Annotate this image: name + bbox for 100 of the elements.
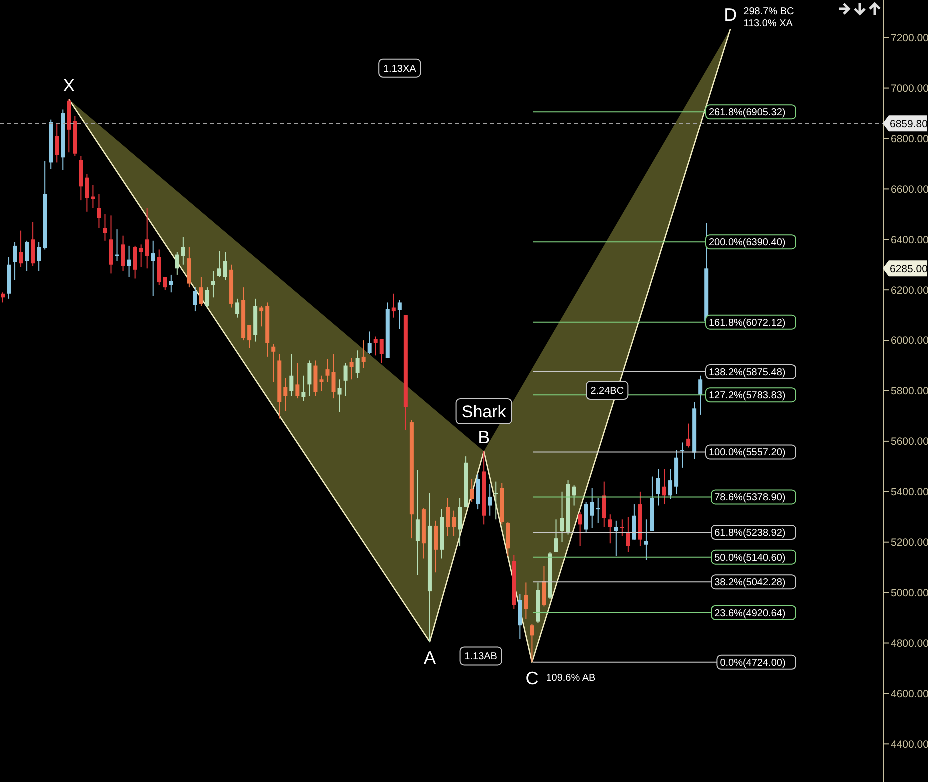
candlestick — [55, 123, 60, 164]
candlestick — [356, 350, 360, 379]
candlestick — [248, 324, 252, 349]
candlestick — [85, 174, 90, 212]
candlestick — [560, 491, 564, 543]
candlestick — [470, 478, 474, 502]
candlestick — [205, 287, 210, 308]
candlestick — [368, 331, 372, 355]
candlestick — [392, 293, 396, 318]
candlestick — [1, 292, 6, 304]
annotation: 1.13AB — [464, 652, 498, 663]
candlestick — [290, 354, 294, 397]
text: 6285.00 — [890, 263, 928, 276]
candlestick — [19, 230, 24, 268]
data-label: C — [526, 668, 539, 688]
candlestick — [686, 423, 691, 448]
candlestick — [494, 481, 498, 520]
candlestick — [217, 250, 222, 278]
candlestick — [145, 208, 150, 270]
candlestick — [326, 358, 330, 383]
candlestick — [398, 300, 402, 330]
annotation: 109.6% AB — [546, 672, 596, 684]
candlestick — [302, 375, 306, 402]
candlestick — [374, 336, 378, 356]
candlestick — [350, 358, 354, 380]
candlestick — [644, 519, 648, 561]
candlestick — [632, 504, 636, 540]
candlestick — [416, 470, 420, 576]
candlestick — [380, 338, 384, 364]
candlestick — [31, 221, 36, 267]
annotation: 1.13XA — [384, 64, 417, 75]
candlestick — [211, 270, 216, 298]
candlestick — [620, 519, 624, 537]
candlestick — [608, 514, 612, 544]
candlestick — [344, 362, 348, 397]
candlestick — [193, 287, 198, 312]
ref-line-label: 78.6%(5378.90) — [714, 492, 786, 504]
candlestick — [224, 252, 228, 281]
ref-line-label: 6859.80 — [890, 118, 928, 130]
candlestick — [320, 375, 324, 392]
candlestick — [260, 306, 264, 328]
data-label: A — [424, 648, 436, 668]
candlestick — [656, 468, 660, 506]
candlestick — [163, 276, 168, 291]
data-label: B — [478, 428, 490, 448]
candlestick — [37, 242, 42, 272]
candlestick — [626, 516, 630, 553]
candlestick — [175, 252, 180, 276]
ref-line-label: 100.0%(5557.20) — [709, 448, 786, 459]
ref-line-label: 161.8%(6072.12) — [709, 318, 786, 329]
candlestick — [151, 240, 156, 297]
candlestick — [97, 194, 102, 229]
candlestick — [91, 184, 96, 209]
candlestick — [572, 485, 576, 506]
ref-line-label: 23.6%(4920.64) — [714, 608, 786, 620]
candlestick — [332, 354, 336, 400]
ref-line-label: 38.2%(5042.28) — [714, 578, 786, 589]
candlestick — [488, 484, 492, 516]
candlestick — [662, 468, 667, 506]
candlestick — [296, 362, 300, 400]
candlestick — [338, 379, 342, 413]
candlestick — [542, 566, 546, 608]
annotation: 2.24BC — [590, 386, 624, 398]
candlestick — [308, 360, 312, 397]
candlestick — [668, 468, 673, 500]
ref-line-label: 200.0%(6390.40) — [709, 238, 786, 249]
candlestick — [434, 520, 438, 574]
candlestick — [181, 236, 186, 266]
candlestick — [452, 510, 456, 537]
data-label: D — [724, 5, 738, 26]
candlestick — [236, 298, 240, 318]
candlestick — [121, 235, 126, 272]
annotation: 298.7% BC — [744, 6, 794, 18]
ref-line-label: 127.2%(5783.83) — [709, 390, 786, 402]
candlestick — [169, 274, 174, 294]
candlestick — [139, 244, 144, 268]
ref-line-label: 61.8%(5238.92) — [714, 528, 786, 540]
candlestick — [602, 481, 606, 528]
candlestick — [25, 240, 30, 272]
candlestick — [199, 276, 204, 307]
candlestick — [614, 520, 618, 557]
candlestick — [578, 512, 582, 547]
candlestick — [446, 498, 450, 537]
ref-line-label: 261.8%(6905.32) — [709, 108, 786, 119]
candlestick — [284, 378, 288, 412]
candlestick — [103, 214, 108, 242]
annotation: Shark — [462, 402, 507, 422]
data-label: X — [63, 76, 76, 96]
candlestick — [698, 375, 703, 416]
candlestick — [554, 519, 558, 553]
annotation: 113.0% XA — [744, 18, 794, 30]
candlestick — [272, 344, 276, 383]
ref-line-label: 50.0%(5140.60) — [714, 552, 786, 564]
candlestick — [127, 245, 132, 278]
candlestick — [133, 245, 138, 280]
candlestick — [458, 498, 462, 547]
candlestick — [530, 624, 534, 663]
candlestick — [590, 488, 594, 529]
ref-line-label: 138.2%(5875.48) — [709, 367, 786, 378]
candlestick — [524, 582, 528, 620]
